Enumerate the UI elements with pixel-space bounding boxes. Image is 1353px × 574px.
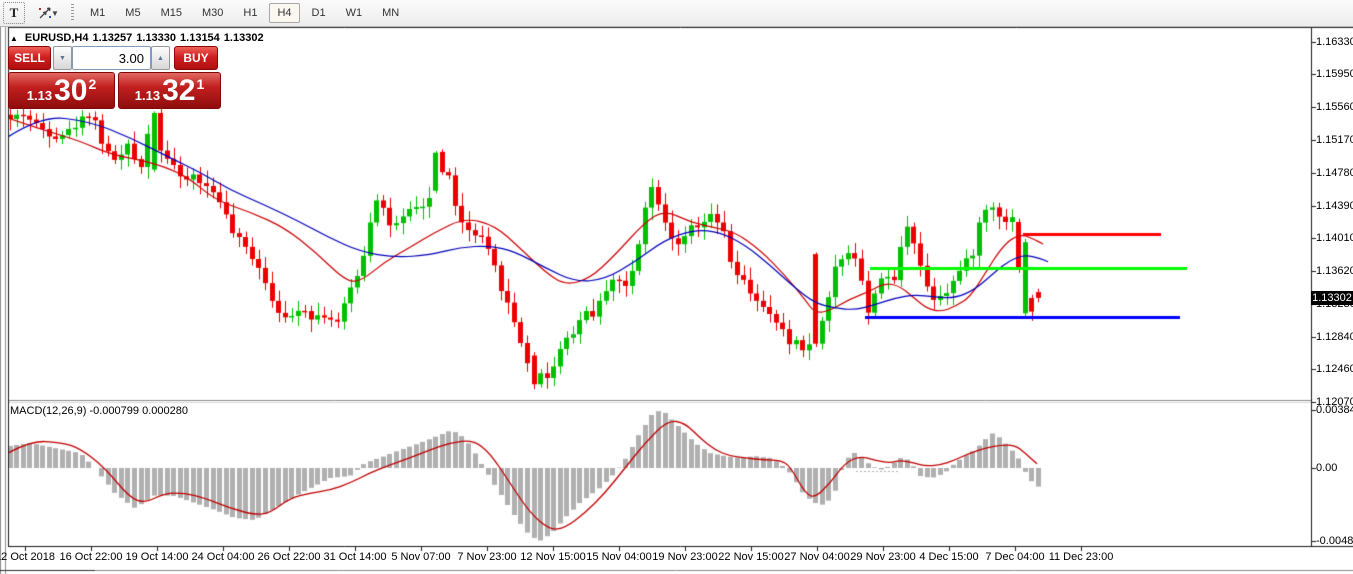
- one-click-trading-panel: SELL ▼ ▲ BUY 1.13 30 2 1.13 32 1: [8, 46, 221, 109]
- time-axis-label: 16 Oct 22:00: [59, 551, 123, 563]
- macd-indicator-label: MACD(12,26,9) -0.000799 0.000280: [10, 405, 188, 417]
- timeframe-button-d1[interactable]: D1: [311, 7, 326, 19]
- chart-symbol-period: EURUSD,H4: [24, 32, 89, 44]
- price-axis-label: 1.12840: [1316, 330, 1353, 343]
- ohlc-low: 1.13154: [180, 32, 220, 44]
- sell-price-sup: 2: [88, 76, 97, 92]
- sell-price-button[interactable]: 1.13 30 2: [8, 72, 115, 109]
- price-axis-label: 1.13620: [1316, 265, 1353, 277]
- time-axis-label: 29 Nov 23:00: [850, 551, 916, 563]
- cursor-tool-button[interactable]: ▼: [34, 2, 62, 24]
- macd-axis-label: 0.003847: [1316, 404, 1353, 417]
- time-axis-label: 19 Nov 23:00: [652, 551, 718, 563]
- time-axis-label: 11 Dec 23:00: [1048, 551, 1114, 563]
- sell-price-prefix: 1.13: [26, 88, 53, 103]
- time-axis-label: 22 Nov 15:00: [718, 551, 784, 563]
- price-axis-label: 1.12070: [1316, 395, 1353, 408]
- macd-axis-label: 0.00: [1316, 462, 1338, 474]
- price-axis-label: 1.16330: [1316, 36, 1353, 48]
- timeframe-button-w1[interactable]: W1: [345, 7, 363, 19]
- ohlc-open: 1.13257: [92, 32, 133, 44]
- time-axis-label: 24 Oct 04:00: [191, 551, 255, 563]
- sell-button[interactable]: SELL: [8, 46, 51, 70]
- time-axis-label: 31 Oct 14:00: [323, 551, 387, 563]
- timeframe-button-h1[interactable]: H1: [243, 7, 258, 19]
- time-axis-label: 12 Nov 15:00: [520, 551, 586, 563]
- buy-price-prefix: 1.13: [134, 88, 161, 103]
- ohlc-close: 1.13302: [223, 32, 264, 44]
- cursor-tool-caret-icon[interactable]: ▼: [51, 8, 59, 18]
- collapse-panel-icon[interactable]: ▲: [10, 34, 18, 43]
- time-axis-label: 7 Dec 04:00: [985, 551, 1045, 563]
- buy-button[interactable]: BUY: [174, 46, 218, 70]
- timeframe-button-m5[interactable]: M5: [125, 7, 141, 19]
- buy-price-button[interactable]: 1.13 32 1: [118, 72, 221, 109]
- macd-axis-label: -0.004856: [1316, 534, 1353, 547]
- price-axis-label: 1.14390: [1316, 199, 1353, 212]
- price-axis-label: 1.14780: [1316, 166, 1353, 179]
- price-axis-label: 1.14010: [1316, 232, 1353, 245]
- price-axis-label: 1.12460: [1316, 363, 1353, 376]
- time-axis-label: 19 Oct 14:00: [125, 551, 189, 563]
- volume-decrease-button[interactable]: ▼: [53, 46, 72, 70]
- price-axis-label: 1.15950: [1316, 68, 1353, 81]
- buy-price-big: 32: [162, 74, 196, 107]
- ohlc-high: 1.13330: [136, 32, 177, 44]
- current-price-badge: 1.13302: [1311, 290, 1353, 305]
- toolbar: T ▼ M1 M5 M15 M30 H1 H4 D1 W1 MN: [0, 0, 1353, 27]
- timeframe-button-m15[interactable]: M15: [160, 7, 182, 19]
- text-label-tool-button[interactable]: T: [3, 2, 25, 24]
- cursor-arrows-icon: [39, 7, 52, 19]
- chart-header: ▲ EURUSD,H4 1.13257 1.13330 1.13154 1.13302: [10, 32, 268, 44]
- sell-price-big: 30: [54, 74, 88, 107]
- volume-input[interactable]: [72, 46, 151, 70]
- time-axis-label: 5 Nov 07:00: [391, 551, 451, 563]
- price-axis-label: 1.15560: [1316, 101, 1353, 114]
- timeframe-button-m1[interactable]: M1: [90, 7, 106, 19]
- time-axis-label: 26 Oct 22:00: [257, 551, 321, 563]
- timeframe-button-m30[interactable]: M30: [201, 7, 224, 19]
- timeframe-button-h4[interactable]: H4: [269, 3, 300, 23]
- price-axis-label: 1.15170: [1316, 134, 1353, 147]
- time-axis-label: 4 Dec 15:00: [919, 551, 979, 563]
- time-axis-label: 15 Nov 04:00: [586, 551, 652, 563]
- volume-increase-button[interactable]: ▲: [151, 46, 170, 70]
- time-axis-label: 7 Nov 23:00: [457, 551, 517, 563]
- buy-price-sup: 1: [196, 76, 205, 92]
- time-axis-label: 12 Oct 2018: [0, 551, 55, 563]
- toolbar-gripper[interactable]: [71, 4, 74, 22]
- time-axis-label: 27 Nov 04:00: [784, 551, 850, 563]
- timeframe-group: M1 M5 M15 M30 H1 H4 D1 W1 MN: [80, 3, 409, 23]
- timeframe-button-mn[interactable]: MN: [382, 7, 400, 19]
